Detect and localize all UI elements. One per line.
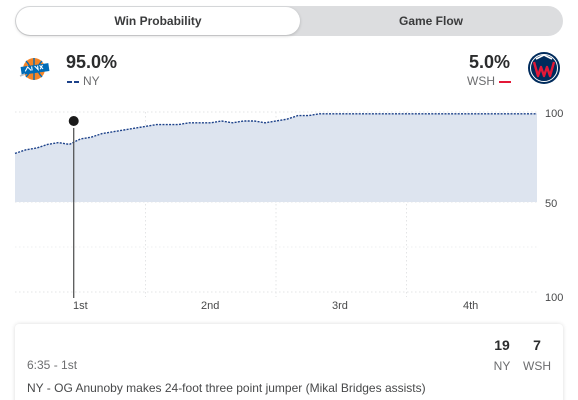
home-line-swatch <box>67 81 72 83</box>
current-play-card: 6:35 - 1st 19 7 NY WSH NY - OG Anunoby m… <box>15 324 563 400</box>
away-team-abbr: WSH <box>467 74 495 88</box>
x-tick-1st: 1st <box>73 300 88 312</box>
tab-game-flow[interactable]: Game Flow <box>398 14 463 28</box>
y-tick-bottom: 100 <box>545 292 563 304</box>
wizards-logo-icon <box>526 50 562 86</box>
home-probability-line <box>14 113 537 155</box>
home-probability-area <box>15 113 537 202</box>
home-team-abbr: NY <box>83 74 100 88</box>
win-probability-chart[interactable]: 100 50 100 1st 2nd 3rd 4th <box>0 92 578 317</box>
away-score-abbr: WSH <box>523 359 551 373</box>
play-clock: 6:35 - 1st <box>27 358 78 372</box>
x-tick-4th: 4th <box>463 300 478 312</box>
x-tick-3rd: 3rd <box>332 300 348 312</box>
away-line-swatch <box>499 81 511 83</box>
away-score: 7 <box>533 337 541 353</box>
knicks-logo-icon <box>17 50 53 86</box>
current-play-marker <box>66 114 81 128</box>
y-tick-top: 100 <box>545 108 563 120</box>
home-score: 19 <box>494 337 510 353</box>
x-tick-2nd: 2nd <box>201 300 219 312</box>
home-win-probability: 95.0% <box>66 52 118 72</box>
away-win-probability: 5.0% <box>469 52 511 72</box>
tab-win-probability[interactable]: Win Probability <box>16 7 300 35</box>
y-tick-mid: 50 <box>545 198 557 210</box>
chart-mode-tabs: Win Probability Game Flow <box>15 6 563 36</box>
home-score-abbr: NY <box>493 359 511 373</box>
play-description: NY - OG Anunoby makes 24-foot three poin… <box>27 381 426 395</box>
home-line-swatch-2 <box>74 81 79 83</box>
